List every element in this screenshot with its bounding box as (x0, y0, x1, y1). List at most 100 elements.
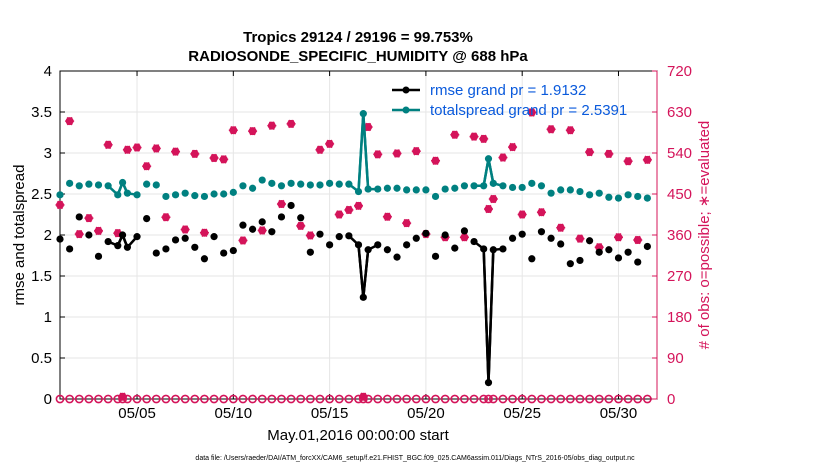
y-axis-label-right: # of obs: o=possible; ∗=evaluated (696, 121, 713, 350)
obs-evaluated-point (55, 200, 65, 210)
obs-evaluated-point (556, 223, 566, 232)
obs-possible-point (228, 394, 238, 404)
rmse-point (412, 234, 420, 242)
spread-point (335, 180, 343, 188)
rmse-point (268, 228, 276, 236)
obs-possible-point (469, 394, 479, 404)
rmse-point (547, 234, 555, 242)
obs-evaluated-point (613, 233, 623, 242)
rmse-point (364, 246, 372, 254)
obs-evaluated-point (334, 210, 344, 219)
y-left-tick-label: 4 (44, 63, 52, 80)
obs-evaluated-point (565, 125, 575, 135)
spread-point (191, 192, 199, 200)
obs-possible-point (450, 394, 460, 404)
y-right-tick-label: 90 (667, 350, 684, 367)
rmse-point (114, 242, 122, 250)
rmse-point (239, 221, 247, 229)
obs-possible-point (190, 394, 200, 404)
y-right-tick-label: 180 (667, 309, 692, 326)
rmse-point (431, 252, 440, 260)
obs-possible-point (286, 394, 296, 404)
obs-possible-point (151, 394, 161, 404)
obs-possible-point (508, 394, 517, 404)
x-tick-label: 05/15 (311, 405, 349, 422)
y-left-tick-label: 2.5 (31, 186, 52, 203)
obs-evaluated-point (142, 161, 152, 171)
obs-possible-point (479, 394, 489, 404)
rmse-point (422, 229, 430, 237)
y-right-tick-label: 360 (667, 227, 692, 244)
tick-marks (60, 70, 658, 400)
obs-possible-point (305, 394, 315, 404)
obs-evaluated-point (450, 130, 460, 140)
spread-point (220, 190, 228, 198)
spread-point (306, 181, 314, 189)
obs-possible-point (537, 394, 546, 404)
legend-rmse-label: rmse grand pr = 1.9132 (430, 82, 586, 99)
obs-evaluated-point (180, 225, 190, 234)
obs-possible-point (594, 394, 604, 404)
obs-possible-point (633, 394, 643, 404)
y-right-tick-label: 630 (667, 104, 692, 121)
spread-point (489, 179, 497, 187)
x-axis-label: May.01,2016 00:00:00 start (267, 427, 449, 444)
obs-evaluated-point (132, 143, 142, 152)
spread-point (412, 186, 420, 194)
obs-possible-point (248, 394, 257, 404)
obs-evaluated-point (483, 204, 493, 214)
spread-point (133, 191, 141, 199)
obs-evaluated-point (238, 236, 248, 245)
rmse-point (393, 253, 401, 261)
rmse-point (374, 241, 382, 249)
obs-evaluated-point (469, 132, 479, 141)
obs-possible-point (392, 394, 402, 404)
spread-point (359, 110, 367, 118)
spread-point (576, 187, 584, 196)
spread-point (634, 192, 642, 201)
obs-evaluated-point (122, 145, 132, 155)
spread-point (123, 189, 132, 197)
y-left-tick-label: 0 (44, 391, 52, 408)
obs-possible-point (219, 394, 229, 404)
spread-point (499, 182, 507, 190)
spread-point (451, 184, 459, 192)
legend-rmse-marker (402, 86, 410, 94)
spread-point (56, 191, 64, 199)
rmse-point (528, 255, 536, 263)
rmse-point (66, 245, 74, 253)
y-left-tick-label: 0.5 (31, 350, 52, 367)
rmse-point (306, 248, 314, 256)
legend-spread-label: totalspread grand pr = 2.5391 (430, 102, 627, 119)
obs-possible-point (55, 394, 65, 404)
obs-evaluated-point (411, 146, 421, 156)
spread-point (624, 191, 632, 199)
spread-point (248, 184, 257, 192)
obs-evaluated-point (171, 147, 181, 156)
obs-possible-point (74, 394, 84, 404)
spread-point (643, 194, 651, 202)
obs-evaluated-point (363, 122, 373, 132)
obs-possible-point (65, 394, 75, 404)
x-tick-label: 05/25 (503, 405, 541, 422)
rmse-point (624, 248, 632, 256)
spread-point (547, 189, 555, 197)
obs-possible-point (257, 394, 267, 404)
rmse-point (451, 244, 459, 252)
spread-point (585, 191, 594, 199)
rmse-line (357, 243, 379, 298)
spread-point (85, 180, 93, 188)
obs-evaluated-point (94, 226, 104, 236)
obs-possible-point (488, 394, 498, 404)
obs-evaluated-point (209, 153, 219, 163)
obs-evaluated-point (498, 153, 508, 162)
spread-point (403, 186, 411, 194)
obs-evaluated-point (325, 139, 335, 149)
rmse-point (359, 293, 367, 301)
spread-point (152, 181, 160, 189)
obs-possible-point (527, 394, 537, 404)
obs-possible-point (84, 394, 94, 404)
spread-line (116, 179, 138, 197)
y-left-tick-label: 3.5 (31, 104, 52, 121)
spread-point (287, 179, 295, 187)
